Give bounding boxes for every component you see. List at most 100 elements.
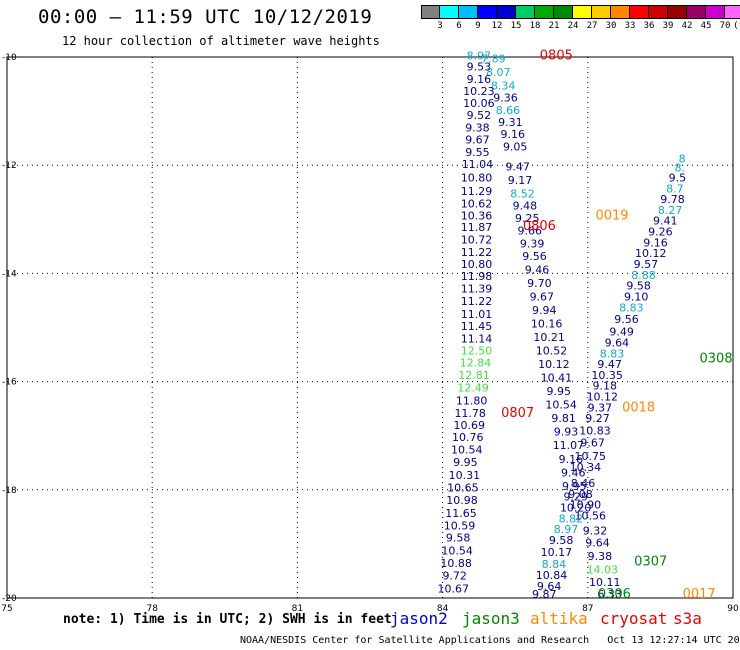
wave-height-value: 9.25 <box>515 212 540 225</box>
wave-height-value: 8.88 <box>631 269 656 282</box>
wave-height-value: 9.67 <box>465 134 490 147</box>
color-swatch <box>497 5 516 19</box>
lat-tick-label: -18 <box>2 486 17 496</box>
legend-s3a: s3a <box>673 609 702 628</box>
legend-altika: altika <box>530 609 588 628</box>
wave-height-value: 9.08 <box>568 488 593 501</box>
color-scale-label: 30 <box>605 21 617 31</box>
wave-height-value: 9.56 <box>614 313 639 326</box>
color-scale-label: 39 <box>662 21 674 31</box>
wave-height-value: 9.94 <box>532 304 557 317</box>
color-scale-label: 18 <box>529 21 541 31</box>
wave-height-value: 9.93 <box>554 426 579 439</box>
lat-tick-label: -14 <box>2 269 17 279</box>
color-swatch <box>725 5 740 19</box>
wave-height-value: 9.66 <box>517 224 542 237</box>
wave-height-value: 9.48 <box>513 200 538 213</box>
wave-height-value: 9.16 <box>643 236 668 249</box>
wave-height-value: 8. <box>675 162 686 175</box>
wave-height-value: 10.88 <box>440 557 472 570</box>
wave-height-value: 9.46 <box>561 466 586 479</box>
color-swatch <box>554 5 573 19</box>
wave-height-value: 12.84 <box>460 356 492 369</box>
wave-height-value: 8.82 <box>559 512 584 525</box>
wave-height-value: 9.58 <box>446 532 471 545</box>
wave-height-value: 12.50 <box>461 345 493 358</box>
wave-height-value: 9.5 <box>669 171 687 184</box>
wave-height-value: 14.03 <box>587 564 619 577</box>
color-scale-bar <box>421 5 740 19</box>
wave-height-value: 9.87 <box>532 588 557 601</box>
wave-height-value: 8.83 <box>619 301 644 314</box>
wave-height-value: 10.20 <box>560 501 592 514</box>
color-scale-label: 33 <box>624 21 636 31</box>
color-scale-label: 15 <box>510 21 522 31</box>
wave-height-value: 9.53 <box>467 61 492 74</box>
wave-height-value: 9.95 <box>562 480 587 493</box>
wave-height-value: 9.95 <box>547 385 572 398</box>
wave-height-value: 9.17 <box>508 174 533 187</box>
track-time-label: 0308 <box>700 352 733 367</box>
lon-tick-label: 87 <box>582 604 593 614</box>
wave-height-value: 10.11 <box>589 576 621 589</box>
track-time-label: 0807 <box>501 406 534 421</box>
color-scale-label: 42 <box>681 21 693 31</box>
wave-height-value: 10.36 <box>461 209 493 222</box>
wave-height-value: 8.34 <box>491 79 516 92</box>
wave-height-value: 9.64 <box>605 336 630 349</box>
wave-height-value: 11.04 <box>462 158 494 171</box>
wave-height-value: 12.49 <box>457 381 489 394</box>
color-swatch <box>478 5 497 19</box>
wave-height-value: 10.23 <box>463 85 495 98</box>
wave-height-value: 10.72 <box>461 234 493 247</box>
wave-height-value: 10.21 <box>533 331 565 344</box>
wave-height-value: 9.55 <box>465 146 490 159</box>
color-scale-label: 12 <box>491 21 503 31</box>
wave-height-value: 8.66 <box>496 104 521 117</box>
wave-height-value: 8.97 <box>467 50 492 63</box>
wave-height-value: 9.81 <box>551 412 576 425</box>
wave-height-value: 10.06 <box>463 97 495 110</box>
wave-height-value: 10.83 <box>579 425 611 438</box>
lat-tick-label: -12 <box>2 161 17 171</box>
wave-height-value: 9.67 <box>580 437 605 450</box>
wave-height-value: 11.80 <box>456 394 488 407</box>
wave-height-value: 9.38 <box>588 550 613 563</box>
wave-height-value: 10.54 <box>545 399 577 412</box>
wave-height-value: 10.12 <box>538 358 570 371</box>
wave-height-value: 9.57 <box>634 258 659 271</box>
wave-height-value: 9.41 <box>653 215 678 228</box>
wave-height-value: 10.16 <box>531 318 563 331</box>
wave-height-value: 8.84 <box>542 558 567 571</box>
color-swatch <box>459 5 478 19</box>
track-time-label: 0307 <box>634 555 667 570</box>
track-time-label: 0806 <box>523 219 556 234</box>
wave-height-value: 10.17 <box>541 546 573 559</box>
map-title: 00:00 – 11:59 UTC 10/12/2019 <box>38 6 373 28</box>
lat-tick-label: -10 <box>2 53 17 63</box>
color-scale-label: 27 <box>586 21 598 31</box>
color-scale-label: 21 <box>548 21 560 31</box>
wave-height-value: 10.12 <box>587 391 619 404</box>
wave-height-value: 11.78 <box>454 407 486 420</box>
wave-height-value: 9.67 <box>530 290 555 303</box>
color-scale-label: 24 <box>567 21 579 31</box>
wave-height-value: 10.56 <box>574 510 606 523</box>
wave-height-value: 9.78 <box>660 193 685 206</box>
wave-height-value: 9.56 <box>522 250 547 263</box>
color-scale-label: (ft) <box>733 21 740 31</box>
color-swatch <box>649 5 668 19</box>
wave-height-value: 9.16 <box>559 453 584 466</box>
wave-height-value: 11.07 <box>553 439 585 452</box>
wave-height-value: 8.07 <box>486 66 511 79</box>
legend-jason3: jason3 <box>462 609 520 628</box>
color-swatch <box>630 5 649 19</box>
wave-height-value: 9.32 <box>583 525 608 538</box>
wave-height-value: 7.89 <box>481 52 506 65</box>
color-scale-label: 9 <box>475 21 481 31</box>
wave-height-value: 9.18 <box>592 380 617 393</box>
legend-cryosat: cryosat <box>600 609 668 628</box>
wave-height-value: 8.83 <box>600 347 625 360</box>
wave-height-value: 10.41 <box>541 372 573 385</box>
